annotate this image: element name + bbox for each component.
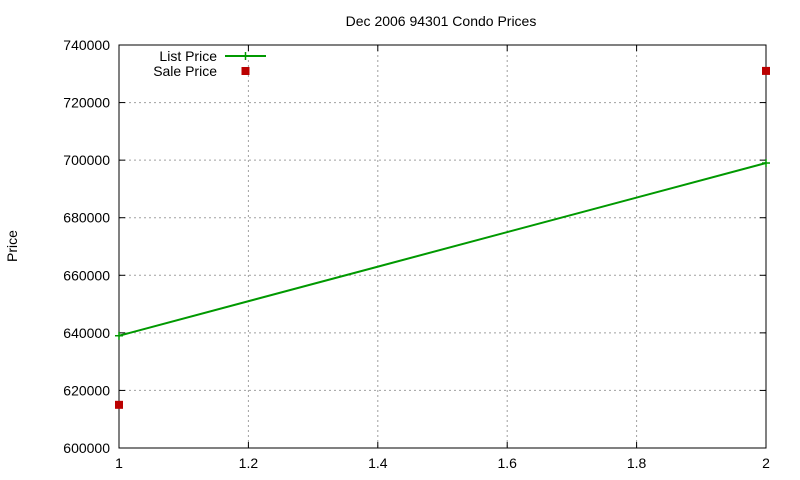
legend-entry-list-price: List Price xyxy=(159,48,266,64)
data-point-list-price xyxy=(762,159,770,168)
x-tick-label: 1.6 xyxy=(497,455,517,471)
series-list-price xyxy=(115,159,770,340)
y-tick-label: 720000 xyxy=(63,95,110,111)
y-tick-label: 660000 xyxy=(63,267,110,283)
grid-layer xyxy=(118,44,767,449)
y-tick-label: 740000 xyxy=(63,37,110,53)
legend-label: Sale Price xyxy=(153,63,217,79)
x-tick-label: 1.8 xyxy=(627,455,647,471)
legend-marker xyxy=(241,67,250,75)
plot-frame xyxy=(118,44,767,449)
x-tick-label: 1 xyxy=(115,455,123,471)
series-layer xyxy=(115,66,770,409)
data-point-sale-price xyxy=(762,66,770,75)
y-tick-label: 600000 xyxy=(63,440,110,456)
chart-title: Dec 2006 94301 Condo Prices xyxy=(346,13,537,29)
x-tick-label: 1.2 xyxy=(239,455,259,471)
legend-marker xyxy=(241,52,250,60)
x-tick-label: 1.4 xyxy=(368,455,388,471)
y-tick-label: 620000 xyxy=(63,382,110,398)
y-tick-label: 700000 xyxy=(63,152,110,168)
y-axis-label: Price xyxy=(4,230,20,262)
data-point-sale-price xyxy=(115,400,123,409)
series-line-list-price xyxy=(118,162,767,337)
legend-entry-sale-price: Sale Price xyxy=(153,63,250,79)
data-point-list-price xyxy=(115,331,123,340)
tick-layer: 1 1.2 1.4 1.6 1.8 2 600000 620000 640000 660000 68… xyxy=(63,37,770,471)
y-tick-label: 680000 xyxy=(63,210,110,226)
x-tick-label: 2 xyxy=(762,455,770,471)
series-sale-price xyxy=(115,66,770,409)
y-tick-label: 640000 xyxy=(63,325,110,341)
legend-label: List Price xyxy=(159,48,217,64)
